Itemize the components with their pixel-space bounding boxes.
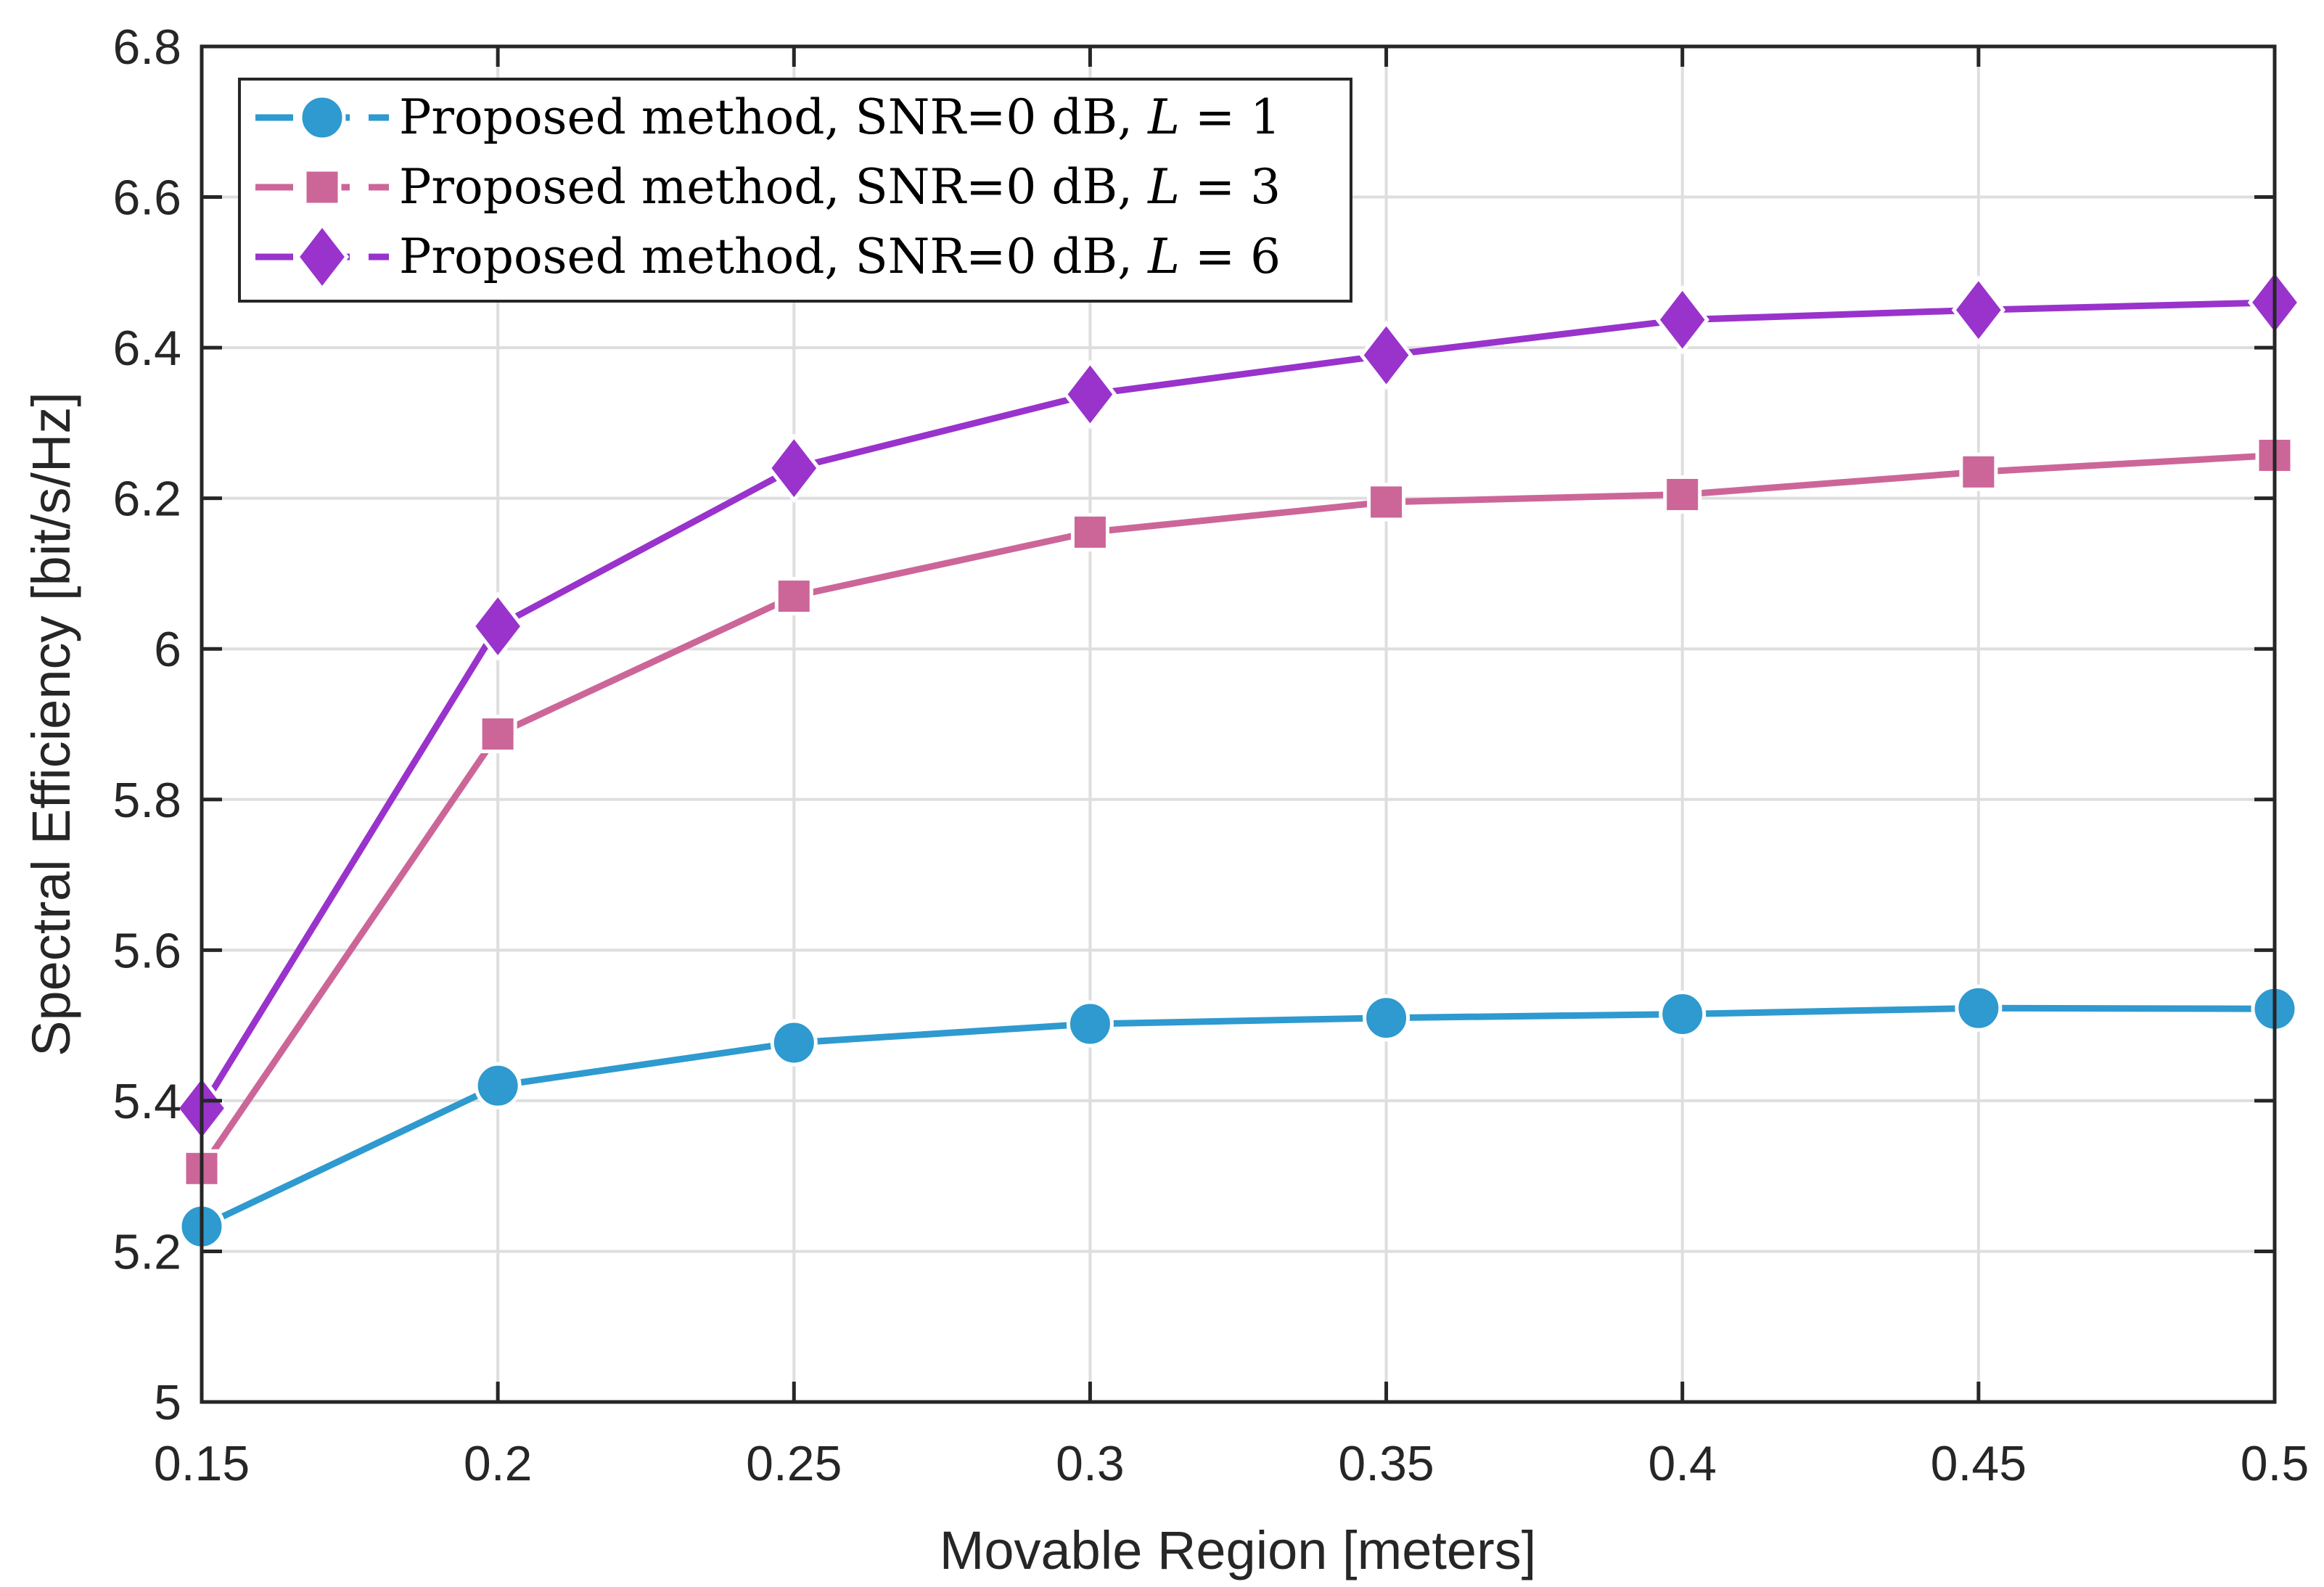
y-tick-label: 6.4 bbox=[112, 321, 181, 376]
data-point-square bbox=[1959, 452, 1998, 491]
y-axis-label: Spectral Efficiency [bit/s/Hz] bbox=[21, 392, 81, 1057]
x-tick-label: 0.35 bbox=[1338, 1436, 1434, 1491]
y-tick-label: 6.2 bbox=[112, 472, 181, 527]
y-tick-label: 6 bbox=[154, 622, 181, 677]
legend-entry-3: Proposed method, SNR=0 dB, L = 6 bbox=[399, 229, 1281, 284]
legend-entry-1: Proposed method, SNR=0 dB, L = 1 bbox=[399, 89, 1281, 145]
y-tick-label: 6.6 bbox=[112, 171, 181, 226]
data-point-diamond bbox=[470, 591, 525, 662]
data-point-circle bbox=[770, 1019, 818, 1067]
x-tick-label: 0.4 bbox=[1648, 1436, 1717, 1491]
x-tick-label: 0.2 bbox=[464, 1436, 533, 1491]
data-point-diamond bbox=[1359, 320, 1413, 390]
x-tick-label: 0.5 bbox=[2241, 1436, 2309, 1491]
data-point-circle bbox=[474, 1062, 522, 1110]
data-point-square bbox=[478, 714, 517, 753]
legend-entry-suffix: = 1 bbox=[1180, 89, 1281, 145]
data-point-diamond bbox=[1655, 284, 1709, 355]
legend-entry-suffix: = 3 bbox=[1180, 159, 1281, 215]
x-axis-label: Movable Region [meters] bbox=[940, 1520, 1537, 1580]
data-point-circle bbox=[1066, 1000, 1114, 1048]
axis-ticks bbox=[200, 44, 2277, 1404]
data-point-circle bbox=[1363, 994, 1411, 1042]
x-tick-label: 0.15 bbox=[154, 1436, 250, 1491]
series-line-2 bbox=[199, 452, 2275, 1170]
legend-marker-circle bbox=[298, 94, 346, 142]
x-axis-tick-labels: 0.15 0.2 0.25 0.3 0.35 0.4 0.45 0.5 bbox=[154, 1436, 2309, 1491]
plot-frame bbox=[200, 44, 2277, 1404]
legend-marker-diamond bbox=[295, 221, 350, 292]
series-line-3 bbox=[199, 299, 2275, 1110]
data-point-square bbox=[1070, 512, 1109, 551]
data-point-square bbox=[1367, 483, 1406, 522]
x-tick-label: 0.25 bbox=[746, 1436, 842, 1491]
legend-entry-variable: L bbox=[1147, 159, 1180, 215]
data-point-diamond bbox=[1063, 359, 1117, 430]
legend-entry-prefix: Proposed method, SNR=0 dB, bbox=[399, 89, 1148, 145]
data-point-circle bbox=[1659, 991, 1707, 1038]
data-point-diamond bbox=[1951, 275, 2006, 345]
data-point-diamond bbox=[767, 433, 821, 504]
y-axis-tick-labels: 5 5.2 5.4 5.6 5.8 6 6.2 6.4 6.6 6.8 bbox=[112, 20, 181, 1430]
y-tick-label: 5.4 bbox=[112, 1074, 181, 1129]
series-lines bbox=[199, 299, 2275, 1230]
y-tick-label: 5.6 bbox=[112, 923, 181, 978]
legend-entry-suffix: = 6 bbox=[1180, 229, 1281, 284]
data-point-square bbox=[774, 577, 813, 616]
y-tick-label: 5.2 bbox=[112, 1224, 181, 1279]
legend-box bbox=[238, 78, 1352, 303]
legend: Proposed method, SNR=0 dB, L = 1Proposed… bbox=[238, 78, 1352, 303]
y-tick-label: 6.8 bbox=[112, 20, 181, 75]
legend-marker-square bbox=[303, 168, 342, 207]
series-line-1 bbox=[200, 1004, 2275, 1230]
legend-entry-variable: L bbox=[1147, 89, 1180, 145]
data-point-circle bbox=[1955, 984, 2003, 1032]
series-markers bbox=[174, 267, 2302, 1250]
x-tick-label: 0.3 bbox=[1056, 1436, 1125, 1491]
data-point-square bbox=[1663, 475, 1702, 514]
legend-entry-prefix: Proposed method, SNR=0 dB, bbox=[399, 229, 1148, 284]
legend-entry-variable: L bbox=[1147, 229, 1180, 284]
y-tick-label: 5 bbox=[154, 1375, 181, 1430]
y-tick-label: 5.8 bbox=[112, 773, 181, 828]
x-tick-label: 0.45 bbox=[1931, 1436, 2027, 1491]
legend-entry-2: Proposed method, SNR=0 dB, L = 3 bbox=[399, 159, 1281, 215]
legend-entry-prefix: Proposed method, SNR=0 dB, bbox=[399, 159, 1148, 215]
